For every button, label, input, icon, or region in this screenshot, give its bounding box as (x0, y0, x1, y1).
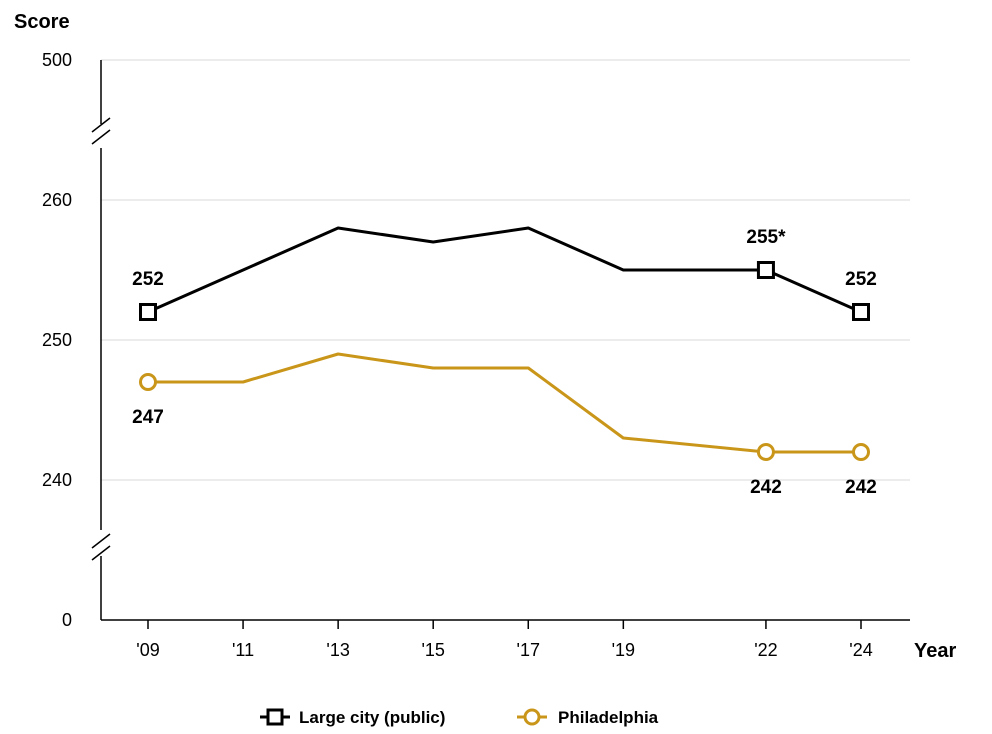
data-label-philadelphia-09: 247 (132, 407, 164, 428)
data-point-large-city-public-09 (139, 303, 157, 321)
data-point-large-city-public-24 (852, 303, 870, 321)
y-tick-label-260: 260 (42, 190, 72, 210)
series-line-large-city-public (147, 226, 862, 314)
x-tick-label-'09: '09 (136, 640, 159, 660)
series-line-philadelphia (148, 352, 861, 454)
x-tick-label-'11: '11 (232, 640, 254, 660)
axis-layer (91, 60, 910, 629)
grid-layer (101, 59, 910, 481)
axis-break-lower-a (91, 533, 111, 549)
x-tick-label-'22: '22 (754, 640, 777, 660)
x-tick-label-'24: '24 (849, 640, 872, 660)
y-tick-label-500: 500 (42, 50, 72, 70)
series-layer (139, 226, 870, 461)
axis-break-upper-b (91, 129, 111, 145)
x-tick-label-'13: '13 (326, 640, 349, 660)
data-point-philadelphia-09 (139, 373, 157, 391)
legend-circle-icon (523, 708, 541, 726)
x-tick-label-'15: '15 (421, 640, 444, 660)
legend-square-icon (266, 708, 284, 726)
x-axis-title: Year (914, 640, 956, 662)
data-point-philadelphia-22 (756, 443, 775, 461)
legend-label-philadelphia: Philadelphia (558, 708, 659, 727)
data-point-philadelphia-24 (852, 443, 870, 461)
x-tick-label-'17: '17 (517, 640, 540, 660)
data-label-philadelphia-22: 242 (750, 477, 782, 498)
legend: Large city (public) Philadelphia (260, 708, 659, 727)
data-label-large-city-public-24: 252 (845, 269, 877, 290)
y-axis-title: Score (14, 11, 70, 33)
data-label-large-city-public-22: 255* (746, 227, 786, 248)
y-tick-label-240: 240 (42, 470, 72, 490)
x-tick-label-'19: '19 (612, 640, 635, 660)
label-layer: 500 260 250 240 0 '09 '11 '13 '15 '17 '19 '22 '24 252… (42, 50, 877, 660)
y-tick-label-250: 250 (42, 330, 72, 350)
y-tick-label-0: 0 (62, 610, 72, 630)
data-label-philadelphia-24: 242 (845, 477, 877, 498)
data-point-large-city-public-22 (756, 261, 775, 279)
axis-break-lower-b (91, 545, 111, 561)
axis-break-upper-a (91, 117, 111, 133)
data-label-large-city-public-09: 252 (132, 269, 164, 290)
legend-label-large-city-public: Large city (public) (299, 708, 445, 727)
